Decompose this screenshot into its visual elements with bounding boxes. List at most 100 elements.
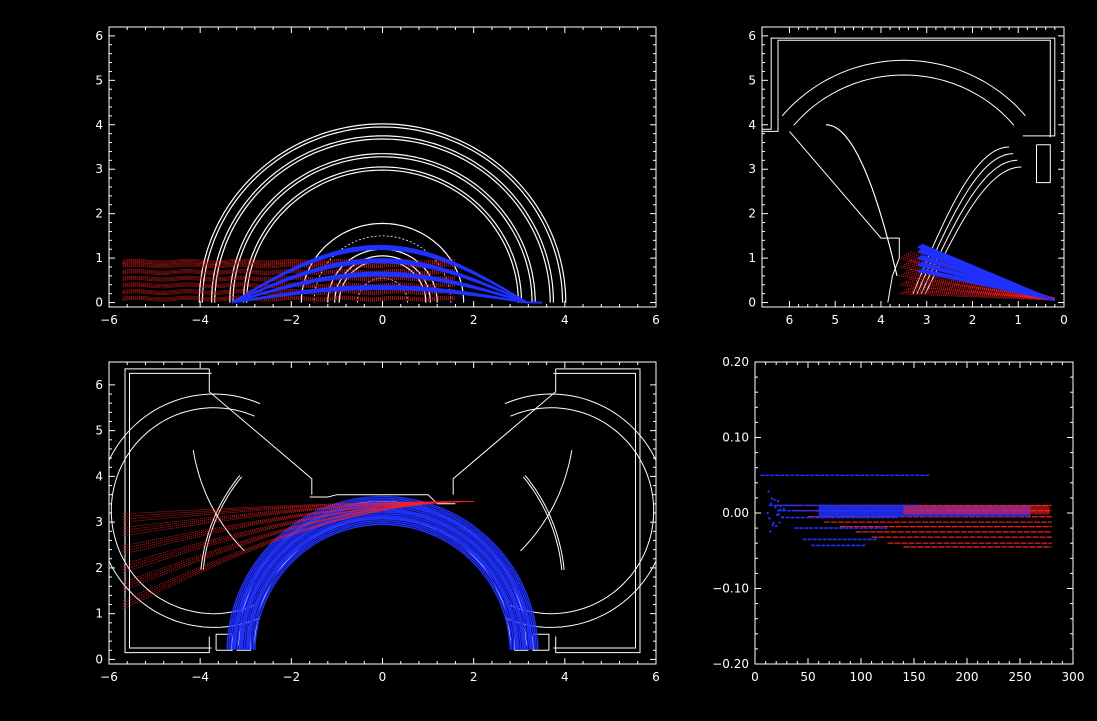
x-tick-label: 4 bbox=[561, 313, 569, 327]
red-points bbox=[903, 505, 1050, 515]
x-tick-label: −6 bbox=[100, 313, 118, 327]
magnet-outline bbox=[309, 494, 456, 505]
red-trajectory bbox=[901, 283, 1055, 301]
guide-curve bbox=[202, 476, 243, 571]
red-trajectory bbox=[122, 264, 456, 268]
red-trajectory bbox=[122, 501, 474, 592]
y-tick-label: 0.10 bbox=[722, 431, 749, 445]
beamline-arc bbox=[242, 166, 523, 303]
blue-points bbox=[769, 502, 773, 505]
magnet-outline bbox=[887, 257, 900, 303]
blue-points bbox=[782, 507, 786, 510]
blue-points bbox=[781, 516, 785, 519]
blue-trajectory bbox=[235, 504, 530, 650]
y-tick-label: 0 bbox=[95, 296, 103, 310]
y-tick-label: 3 bbox=[95, 162, 103, 176]
magnet-outline bbox=[124, 368, 210, 654]
magnet-outline bbox=[762, 37, 1056, 137]
magnet-outline bbox=[553, 372, 636, 649]
y-tick-label: −0.10 bbox=[712, 582, 749, 596]
beamline-arc bbox=[254, 517, 511, 646]
x-tick-label: −2 bbox=[282, 313, 300, 327]
beamline-arc bbox=[201, 126, 564, 303]
red-trajectory bbox=[122, 501, 474, 531]
red-trajectory bbox=[122, 501, 474, 547]
guide-curve bbox=[522, 476, 563, 571]
yoke-arc bbox=[510, 407, 655, 615]
blue-trajectory bbox=[231, 284, 542, 304]
blue-points bbox=[779, 508, 782, 511]
beamline-arc bbox=[246, 169, 519, 303]
blue-points bbox=[770, 497, 774, 500]
beamline-arc bbox=[198, 123, 567, 303]
y-tick-label: 4 bbox=[748, 118, 756, 132]
blue-trajectory bbox=[247, 516, 518, 650]
y-tick-label: 6 bbox=[748, 29, 756, 43]
yoke-arc bbox=[109, 393, 261, 628]
red-trajectory bbox=[122, 297, 456, 301]
red-trajectory bbox=[122, 283, 456, 287]
blue-trajectory bbox=[230, 499, 535, 650]
blue-trajectory bbox=[231, 271, 542, 304]
red-trajectory bbox=[122, 501, 474, 515]
red-trajectory bbox=[910, 277, 1055, 299]
blue-points bbox=[771, 523, 775, 527]
y-tick-label: 5 bbox=[748, 73, 756, 87]
x-tick-label: −6 bbox=[100, 670, 118, 684]
guide-curve bbox=[200, 475, 241, 570]
blue-points bbox=[777, 512, 780, 516]
beamline-arc bbox=[232, 156, 533, 303]
red-trajectory bbox=[903, 272, 1055, 300]
x-tick-label: 1 bbox=[1014, 313, 1022, 327]
red-trajectory bbox=[122, 501, 474, 589]
red-trajectory bbox=[122, 501, 474, 534]
blue-trajectory bbox=[231, 501, 534, 650]
yoke-arc bbox=[504, 393, 656, 628]
magnet-outline bbox=[452, 368, 557, 495]
blue-points bbox=[768, 517, 771, 520]
red-trajectory bbox=[908, 287, 1055, 299]
red-trajectory bbox=[122, 501, 474, 568]
x-tick-label: 150 bbox=[903, 670, 926, 684]
red-trajectory bbox=[903, 290, 1055, 300]
blue-points bbox=[780, 504, 783, 508]
red-trajectory bbox=[122, 501, 474, 528]
blue-trajectory bbox=[233, 502, 532, 650]
red-trajectory bbox=[122, 501, 474, 604]
red-trajectory bbox=[122, 501, 474, 523]
red-trajectory bbox=[122, 261, 456, 264]
red-trajectory bbox=[122, 501, 474, 583]
blue-trajectory bbox=[250, 520, 515, 650]
blue-trajectory bbox=[236, 506, 529, 650]
blue-trajectory bbox=[921, 268, 1055, 302]
x-tick-label: 0 bbox=[751, 670, 759, 684]
panel-bottom-left-chart: −6 −4 −2 0 2 4 6 0 1 2 3 4 5 6 bbox=[95, 361, 660, 684]
y-tick-label: 3 bbox=[748, 162, 756, 176]
blue-points bbox=[778, 521, 781, 524]
x-tick-label: −2 bbox=[282, 670, 300, 684]
red-trajectory bbox=[122, 501, 474, 555]
x-tick-label: 0 bbox=[379, 313, 387, 327]
blue-trajectory bbox=[243, 513, 522, 650]
x-tick-label: −4 bbox=[191, 670, 209, 684]
plot-area bbox=[109, 368, 656, 654]
guide-curve bbox=[826, 124, 898, 277]
red-trajectory bbox=[908, 279, 1055, 299]
y-tick-label: 5 bbox=[95, 424, 103, 438]
magnet-outline bbox=[208, 368, 313, 495]
x-tick-label: 100 bbox=[850, 670, 873, 684]
red-trajectory bbox=[903, 281, 1055, 300]
guide-curve bbox=[192, 450, 245, 552]
red-trajectory bbox=[122, 262, 456, 265]
blue-points bbox=[773, 498, 776, 501]
x-tick-label: 6 bbox=[786, 313, 794, 327]
plot-frame bbox=[761, 26, 1065, 308]
guide-curve bbox=[826, 124, 898, 277]
red-trajectory bbox=[906, 280, 1055, 300]
panel-top-left-chart: −6 −4 −2 0 2 4 6 0 1 2 3 4 5 6 bbox=[95, 26, 660, 327]
beamline-arc bbox=[211, 135, 555, 303]
red-trajectory bbox=[122, 289, 456, 292]
red-trajectory bbox=[122, 263, 456, 267]
blue-trajectory bbox=[226, 495, 539, 650]
